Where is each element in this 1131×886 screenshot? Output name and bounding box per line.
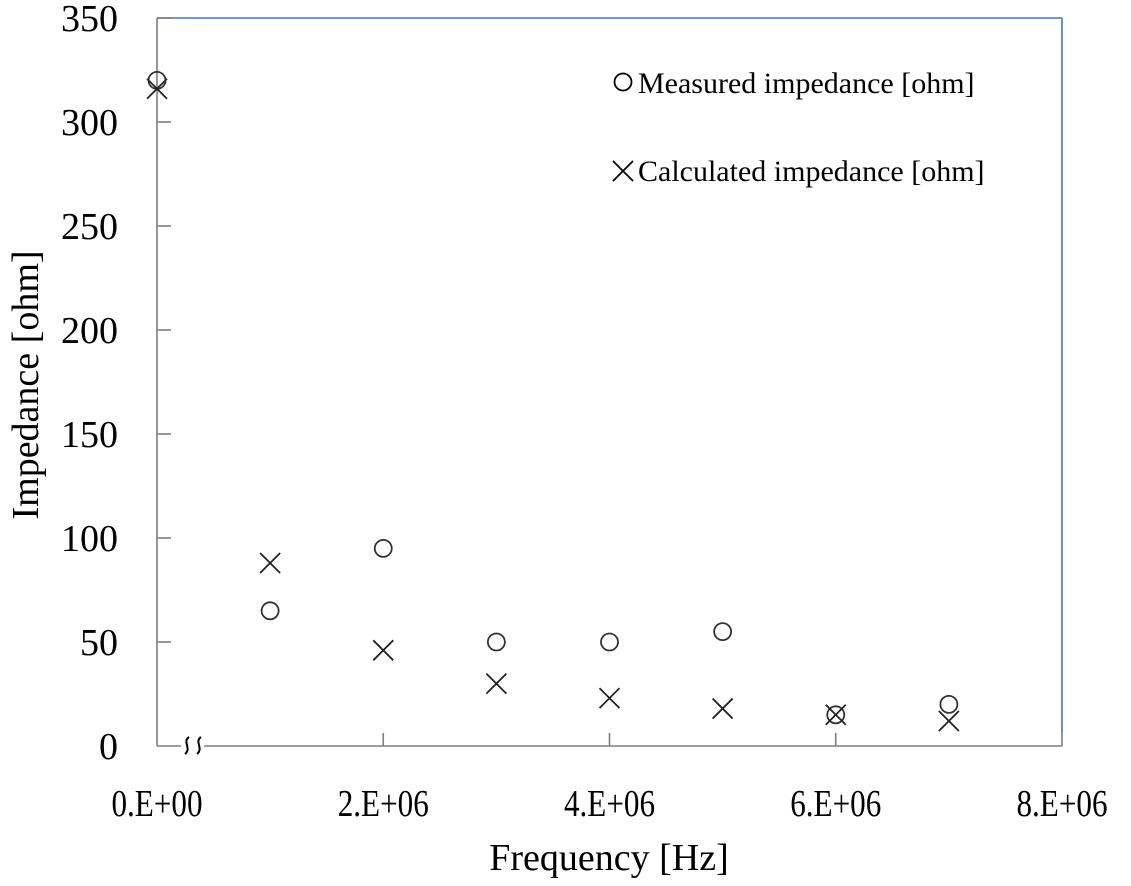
y-tick-label: 350 [61, 0, 118, 40]
marker-measured-circle [600, 632, 619, 652]
y-tick-label: 100 [61, 518, 118, 560]
y-tick-label: 200 [61, 310, 118, 352]
legend-label-measured: Measured impedance [ohm] [638, 67, 975, 100]
legend: Measured impedance [ohm] Calculated impe… [612, 67, 985, 188]
y-tick-label: 300 [61, 102, 118, 144]
plot-frame [156, 17, 1063, 747]
axis-break-squiggle [196, 736, 202, 755]
axis-break-gap [181, 742, 204, 750]
marker-calculated-cross [485, 672, 508, 695]
marker-measured-circle [939, 695, 959, 714]
marker-calculated-cross [938, 710, 960, 732]
x-tick-label: 6.E+06 [790, 782, 881, 825]
x-tick-label: 2.E+06 [338, 782, 429, 825]
legend-cross-icon [612, 160, 634, 182]
x-tick-label: 8.E+06 [1016, 782, 1107, 825]
x-tick-label: 0.E+00 [111, 782, 202, 825]
y-tick-label: 0 [99, 726, 118, 768]
y-tick-label: 150 [61, 414, 118, 456]
marker-calculated-cross [598, 687, 621, 709]
marker-calculated-cross [711, 697, 734, 720]
y-tick-label: 250 [61, 206, 118, 248]
marker-calculated-cross [372, 639, 394, 661]
axis-break-icon [181, 736, 204, 755]
marker-measured-circle [713, 622, 733, 641]
data-markers [146, 71, 960, 732]
marker-calculated-cross [825, 704, 847, 726]
legend-circle-icon [613, 72, 633, 92]
x-axis-ticks: 0.E+00 2.E+06 4.E+06 6.E+06 8.E+06 [111, 733, 1108, 825]
legend-label-calculated: Calculated impedance [ohm] [638, 155, 985, 188]
marker-measured-circle [486, 632, 506, 652]
x-tick-label: 4.E+06 [564, 782, 655, 825]
marker-measured-circle [826, 705, 846, 725]
marker-calculated-cross [146, 78, 168, 100]
marker-calculated-cross [259, 552, 281, 574]
axis-break-squiggle [184, 736, 190, 755]
x-axis-title: Frequency [Hz] [489, 837, 729, 879]
y-axis-title: Impedance [ohm] [5, 250, 47, 519]
marker-measured-circle [373, 539, 393, 558]
y-tick-label: 50 [80, 622, 118, 664]
marker-measured-circle [260, 601, 280, 621]
y-axis-ticks: 0 50 100 150 200 250 300 350 [61, 0, 171, 768]
